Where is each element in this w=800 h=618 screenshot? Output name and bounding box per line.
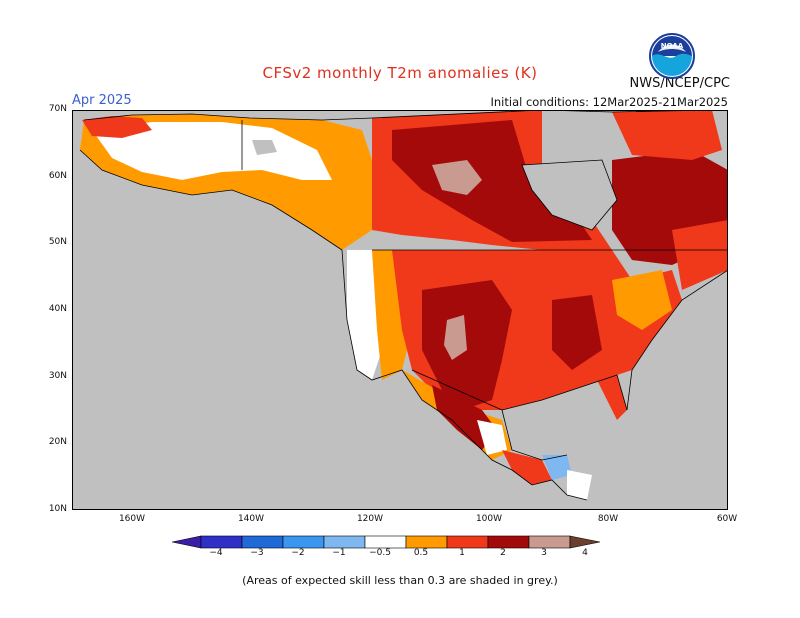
anomaly-region-midsouth-deep: [552, 295, 602, 370]
anomaly-region-southwest-deep: [422, 280, 512, 410]
lat-label-70n: 70N: [48, 104, 67, 114]
colorbar-cell: [364, 535, 407, 549]
anomaly-region-northeast-orange: [612, 270, 672, 330]
anomaly-region-central-america-blue: [542, 455, 572, 480]
colorbar-label: −1: [332, 548, 346, 558]
lat-label-60n: 60N: [48, 171, 67, 181]
arctic-coastline: [83, 110, 713, 121]
lon-label-140w: 140W: [237, 514, 265, 524]
map-frame: [72, 110, 728, 510]
anomaly-map: [72, 110, 728, 510]
colorbar-cell: [405, 535, 448, 549]
coastlines-layer: [79, 110, 728, 501]
colorbar-label: 4: [582, 548, 588, 558]
lat-label-20n: 20N: [48, 437, 67, 447]
anomaly-region-mexico-deep: [432, 385, 497, 450]
lon-label-120w: 120W: [356, 514, 384, 524]
anomaly-region-southmexico-red: [502, 450, 552, 485]
anomaly-region-mexico-white: [477, 420, 507, 455]
land-anomaly-layer: [80, 110, 728, 500]
noaa-logo-text: NOAA: [661, 42, 684, 50]
colorbar-label: −3: [250, 548, 264, 558]
pacific-coastline: [79, 149, 588, 501]
anomaly-region-alaska-grey: [252, 140, 277, 155]
colorbar-cell: [528, 535, 571, 549]
anomaly-region-arctic-east: [612, 110, 722, 160]
colorbar-label: 2: [500, 548, 506, 558]
atlantic-coastline: [626, 269, 728, 411]
hudson-bay: [522, 160, 617, 230]
colorbar-arrow-high: [569, 535, 601, 549]
colorbar-cell: [241, 535, 284, 549]
anomaly-region-southwest-3-4: [444, 315, 467, 360]
lon-label-160w: 160W: [118, 514, 146, 524]
colorbar-label: 0.5: [413, 548, 429, 558]
lon-label-80w: 80W: [597, 514, 619, 524]
lat-label-50n: 50N: [48, 237, 67, 247]
lat-label-10n: 10N: [48, 504, 67, 514]
colorbar-cell: [323, 535, 366, 549]
initial-conditions-label: Initial conditions: 12Mar2025-21Mar2025: [490, 95, 728, 109]
anomaly-region-canada-3-4: [432, 160, 482, 195]
gulf-coastline: [501, 374, 628, 461]
anomaly-region-central-america-white: [567, 470, 592, 500]
footnote: (Areas of expected skill less than 0.3 a…: [242, 574, 558, 587]
chart-title: CFSv2 monthly T2m anomalies (K): [262, 64, 538, 82]
lat-label-30n: 30N: [48, 371, 67, 381]
anomaly-region-alaska-north-red: [82, 116, 152, 138]
lon-label-100w: 100W: [475, 514, 503, 524]
anomaly-region-maritimes: [672, 220, 728, 290]
hudson-bay-coastline: [521, 159, 618, 231]
colorbar-label: −4: [209, 548, 223, 558]
colorbar-label: 3: [541, 548, 547, 558]
anomaly-region-alaska-white: [92, 122, 332, 180]
agency-label: NWS/NCEP/CPC: [629, 76, 730, 91]
anomaly-region-florida: [597, 375, 627, 420]
colorbar-cell: [446, 535, 489, 549]
us-mexico-border: [411, 369, 503, 411]
lon-label-60w: 60W: [716, 514, 738, 524]
colorbar-label: −0.5: [369, 548, 391, 558]
colorbar-cell: [487, 535, 530, 549]
colorbar-label: −2: [291, 548, 305, 558]
lat-label-40n: 40N: [48, 304, 67, 314]
colorbar-arrow-low: [172, 535, 202, 549]
forecast-month-label: Apr 2025: [72, 93, 132, 108]
colorbar-cell: [282, 535, 325, 549]
colorbar-cell: [200, 535, 243, 549]
colorbar: [172, 535, 601, 549]
noaa-logo: NOAA: [649, 33, 695, 79]
anomaly-region-canada-deep: [392, 120, 592, 242]
colorbar-label: 1: [459, 548, 465, 558]
